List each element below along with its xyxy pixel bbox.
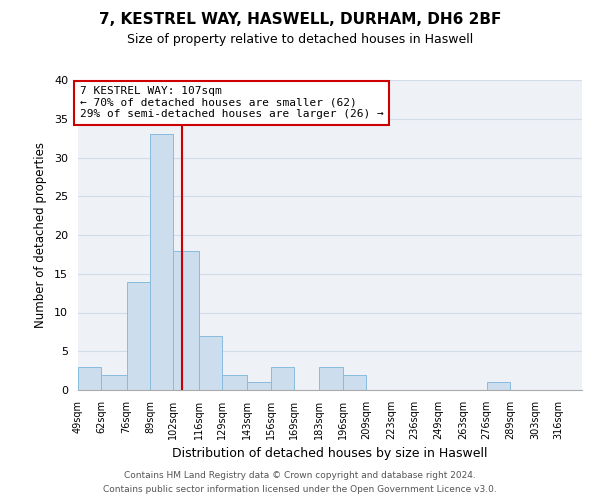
Text: 7, KESTREL WAY, HASWELL, DURHAM, DH6 2BF: 7, KESTREL WAY, HASWELL, DURHAM, DH6 2BF bbox=[99, 12, 501, 28]
Bar bbox=[319, 367, 343, 390]
Bar bbox=[222, 374, 247, 390]
Bar bbox=[173, 250, 199, 390]
Bar bbox=[487, 382, 510, 390]
Bar bbox=[127, 282, 150, 390]
Text: Contains HM Land Registry data © Crown copyright and database right 2024.: Contains HM Land Registry data © Crown c… bbox=[124, 472, 476, 480]
Bar bbox=[199, 336, 222, 390]
Bar bbox=[101, 374, 127, 390]
Bar bbox=[271, 367, 294, 390]
Bar bbox=[150, 134, 173, 390]
Text: 7 KESTREL WAY: 107sqm
← 70% of detached houses are smaller (62)
29% of semi-deta: 7 KESTREL WAY: 107sqm ← 70% of detached … bbox=[80, 86, 383, 120]
Text: Contains public sector information licensed under the Open Government Licence v3: Contains public sector information licen… bbox=[103, 484, 497, 494]
Y-axis label: Number of detached properties: Number of detached properties bbox=[34, 142, 47, 328]
Bar bbox=[78, 367, 101, 390]
Bar bbox=[247, 382, 271, 390]
X-axis label: Distribution of detached houses by size in Haswell: Distribution of detached houses by size … bbox=[172, 448, 488, 460]
Text: Size of property relative to detached houses in Haswell: Size of property relative to detached ho… bbox=[127, 32, 473, 46]
Bar bbox=[343, 374, 366, 390]
